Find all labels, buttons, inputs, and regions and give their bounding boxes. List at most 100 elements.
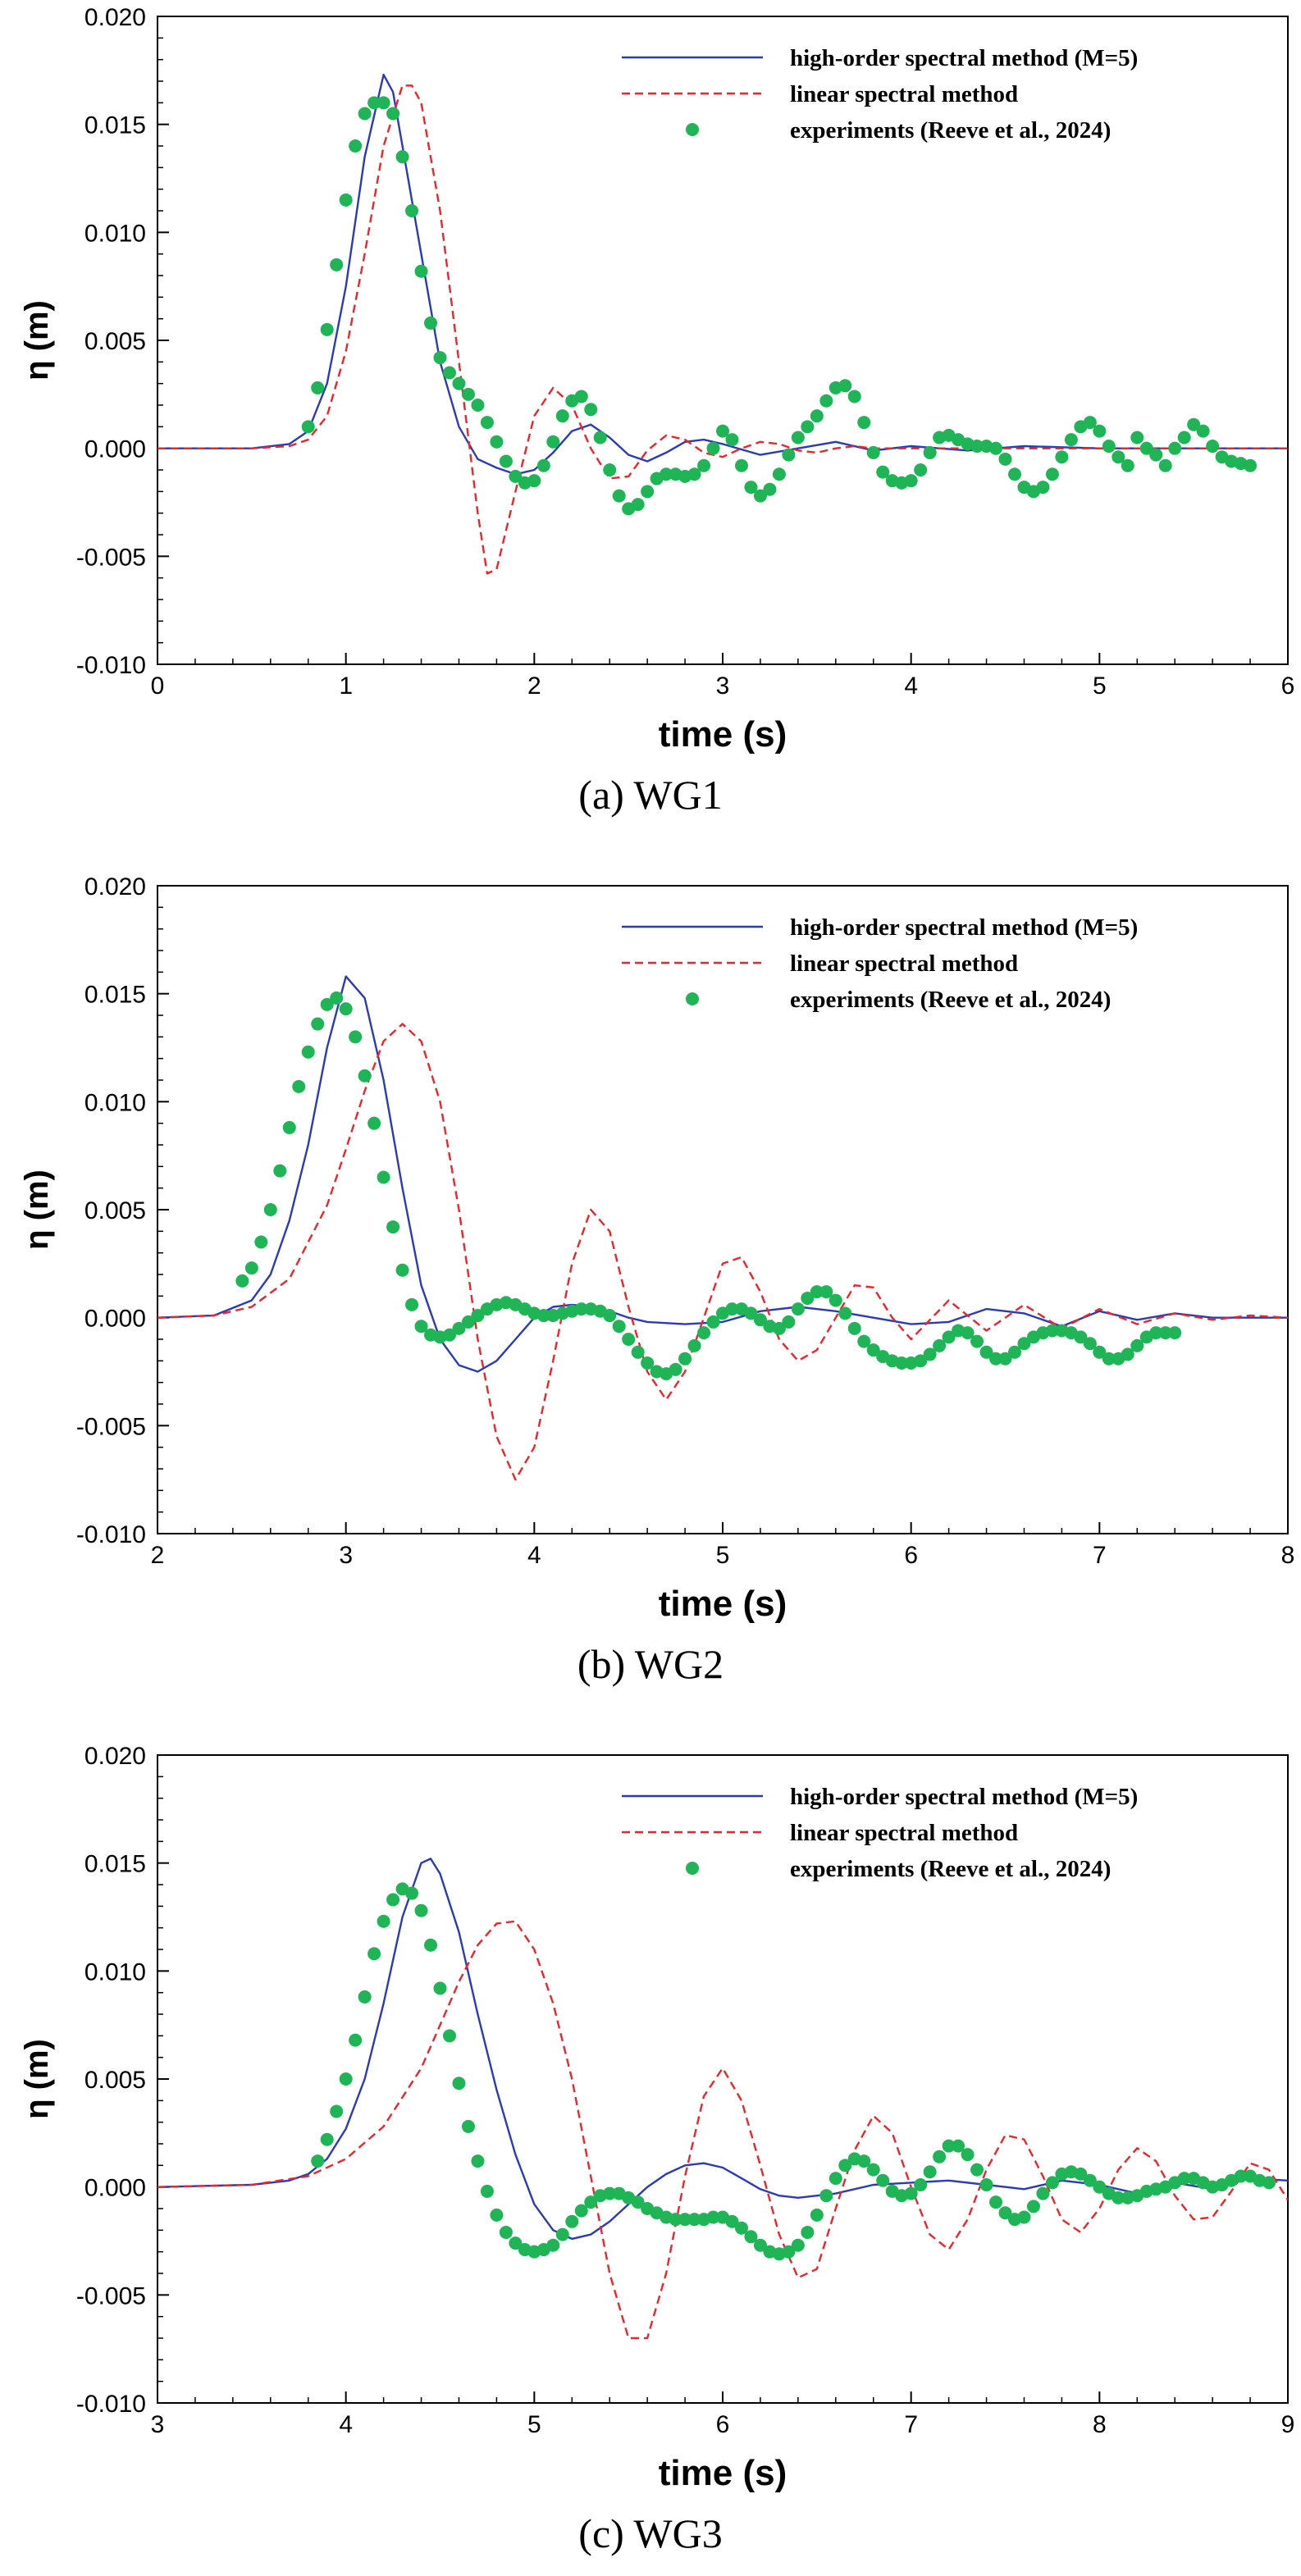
experiment-point [442, 366, 456, 380]
experiment-point [725, 433, 739, 447]
experiment-point [584, 403, 598, 417]
experiment-point [235, 1274, 249, 1288]
legend-label: high-order spectral method (M=5) [790, 45, 1138, 71]
experiment-point [1121, 1347, 1134, 1361]
experiment-point [330, 2104, 344, 2118]
experiment-point [349, 139, 363, 153]
experiment-point [612, 1320, 626, 1334]
experiment-point [801, 2225, 815, 2239]
high-order-series-line [157, 1858, 1288, 2241]
experiment-point [753, 1313, 767, 1327]
experiment-point [405, 204, 419, 217]
experiment-point [819, 394, 833, 408]
experiment-point [838, 2159, 852, 2173]
experiment-point [1064, 433, 1078, 447]
experiment-point [1083, 2173, 1097, 2187]
legend-label: experiments (Reeve et al., 2024) [790, 1856, 1111, 1882]
experiment-point [1045, 1324, 1059, 1338]
x-axis-label: time (s) [659, 2453, 787, 2493]
experiment-point [687, 467, 701, 481]
experiment-point [1102, 1352, 1116, 1366]
experiment-point [565, 2214, 579, 2228]
experiment-point [998, 452, 1012, 466]
x-tick-label: 6 [904, 1542, 918, 1569]
experiment-point [622, 1333, 636, 1346]
experiment-point [311, 381, 325, 394]
linear-series-line [157, 1023, 1288, 1481]
experiment-point [641, 1356, 655, 1370]
experiment-point [358, 1069, 372, 1083]
experiment-point [480, 2184, 494, 2198]
chart-wg1: 0 1 2 3 4 5 6 -0.010 -0.005 0.000 0.005 0.010 0.015 0… [19, 4, 1294, 755]
plot-area [157, 975, 1288, 1481]
y-tick-label: 0.010 [84, 1089, 146, 1116]
experiment-point [330, 991, 344, 1005]
experiment-point [866, 1343, 880, 1357]
y-tick-label: 0.005 [84, 328, 146, 355]
legend-label: experiments (Reeve et al., 2024) [790, 987, 1111, 1013]
legend-marker-experiments [686, 992, 699, 1005]
experiment-point [471, 1309, 485, 1323]
experiment-point [1177, 431, 1191, 445]
experiment-point [933, 1338, 947, 1352]
x-tick-label: 3 [339, 1542, 353, 1569]
plot-area [157, 1858, 1288, 2340]
experiment-point [1093, 424, 1107, 438]
experiment-point [339, 1002, 353, 1016]
experiment-point [866, 2163, 880, 2177]
experiment-point [1196, 424, 1210, 438]
experiment-point [1093, 1345, 1107, 1359]
experiment-point [829, 1293, 842, 1307]
experiment-point [1206, 440, 1220, 454]
x-tick-label: 5 [716, 1542, 730, 1569]
experiment-point [1036, 481, 1050, 495]
experiment-point [744, 2230, 758, 2244]
experiment-point [706, 441, 720, 455]
high-order-series-line [157, 73, 1288, 476]
experiment-point [442, 2029, 456, 2043]
experiment-point [574, 390, 588, 403]
experiment-point [433, 1981, 447, 1995]
experiment-point [536, 1309, 550, 1323]
experiment-point [395, 1263, 409, 1277]
experiment-point [490, 435, 504, 449]
experiment-point [744, 1306, 758, 1320]
experiment-point [706, 1315, 720, 1329]
y-tick-label: 0.015 [84, 112, 146, 139]
experiment-point [320, 997, 334, 1011]
experiment-point [782, 1315, 796, 1329]
legend-label: high-order spectral method (M=5) [790, 1784, 1138, 1810]
experiment-point [687, 1338, 701, 1352]
experiment-point [952, 2139, 965, 2153]
y-tick-label: 0.000 [84, 2175, 146, 2202]
experiment-point [339, 193, 353, 207]
experiment-point [801, 420, 815, 434]
experiment-point [697, 458, 711, 472]
chart-caption: (c) WG3 [578, 2510, 723, 2556]
experiment-point [979, 1345, 993, 1359]
experiment-point [593, 431, 607, 445]
experiment-point [1055, 450, 1069, 464]
experiment-point [254, 1235, 268, 1249]
experiment-point [914, 2178, 928, 2192]
y-tick-label: -0.005 [76, 1413, 146, 1440]
experiment-point [1177, 2172, 1191, 2186]
experiment-point [1083, 1337, 1097, 1351]
experiment-point [273, 1164, 287, 1178]
linear-series-line [157, 1920, 1288, 2340]
experiment-point [414, 1904, 428, 1917]
experiment-point [1149, 448, 1163, 462]
experiment-point [349, 2033, 363, 2047]
experiment-point [1139, 441, 1153, 455]
experiment-point [1158, 1326, 1172, 1340]
x-tick-label: 3 [151, 2411, 165, 2438]
experiment-point [405, 1886, 419, 1900]
experiment-point [471, 2154, 485, 2168]
experiment-point [942, 1330, 956, 1344]
experiment-point [810, 409, 824, 423]
experiment-point [320, 2132, 334, 2146]
experiment-point [641, 485, 655, 499]
x-tick-label: 8 [1281, 1542, 1295, 1569]
experiment-point [499, 2225, 513, 2239]
y-tick-label: -0.010 [76, 652, 146, 679]
